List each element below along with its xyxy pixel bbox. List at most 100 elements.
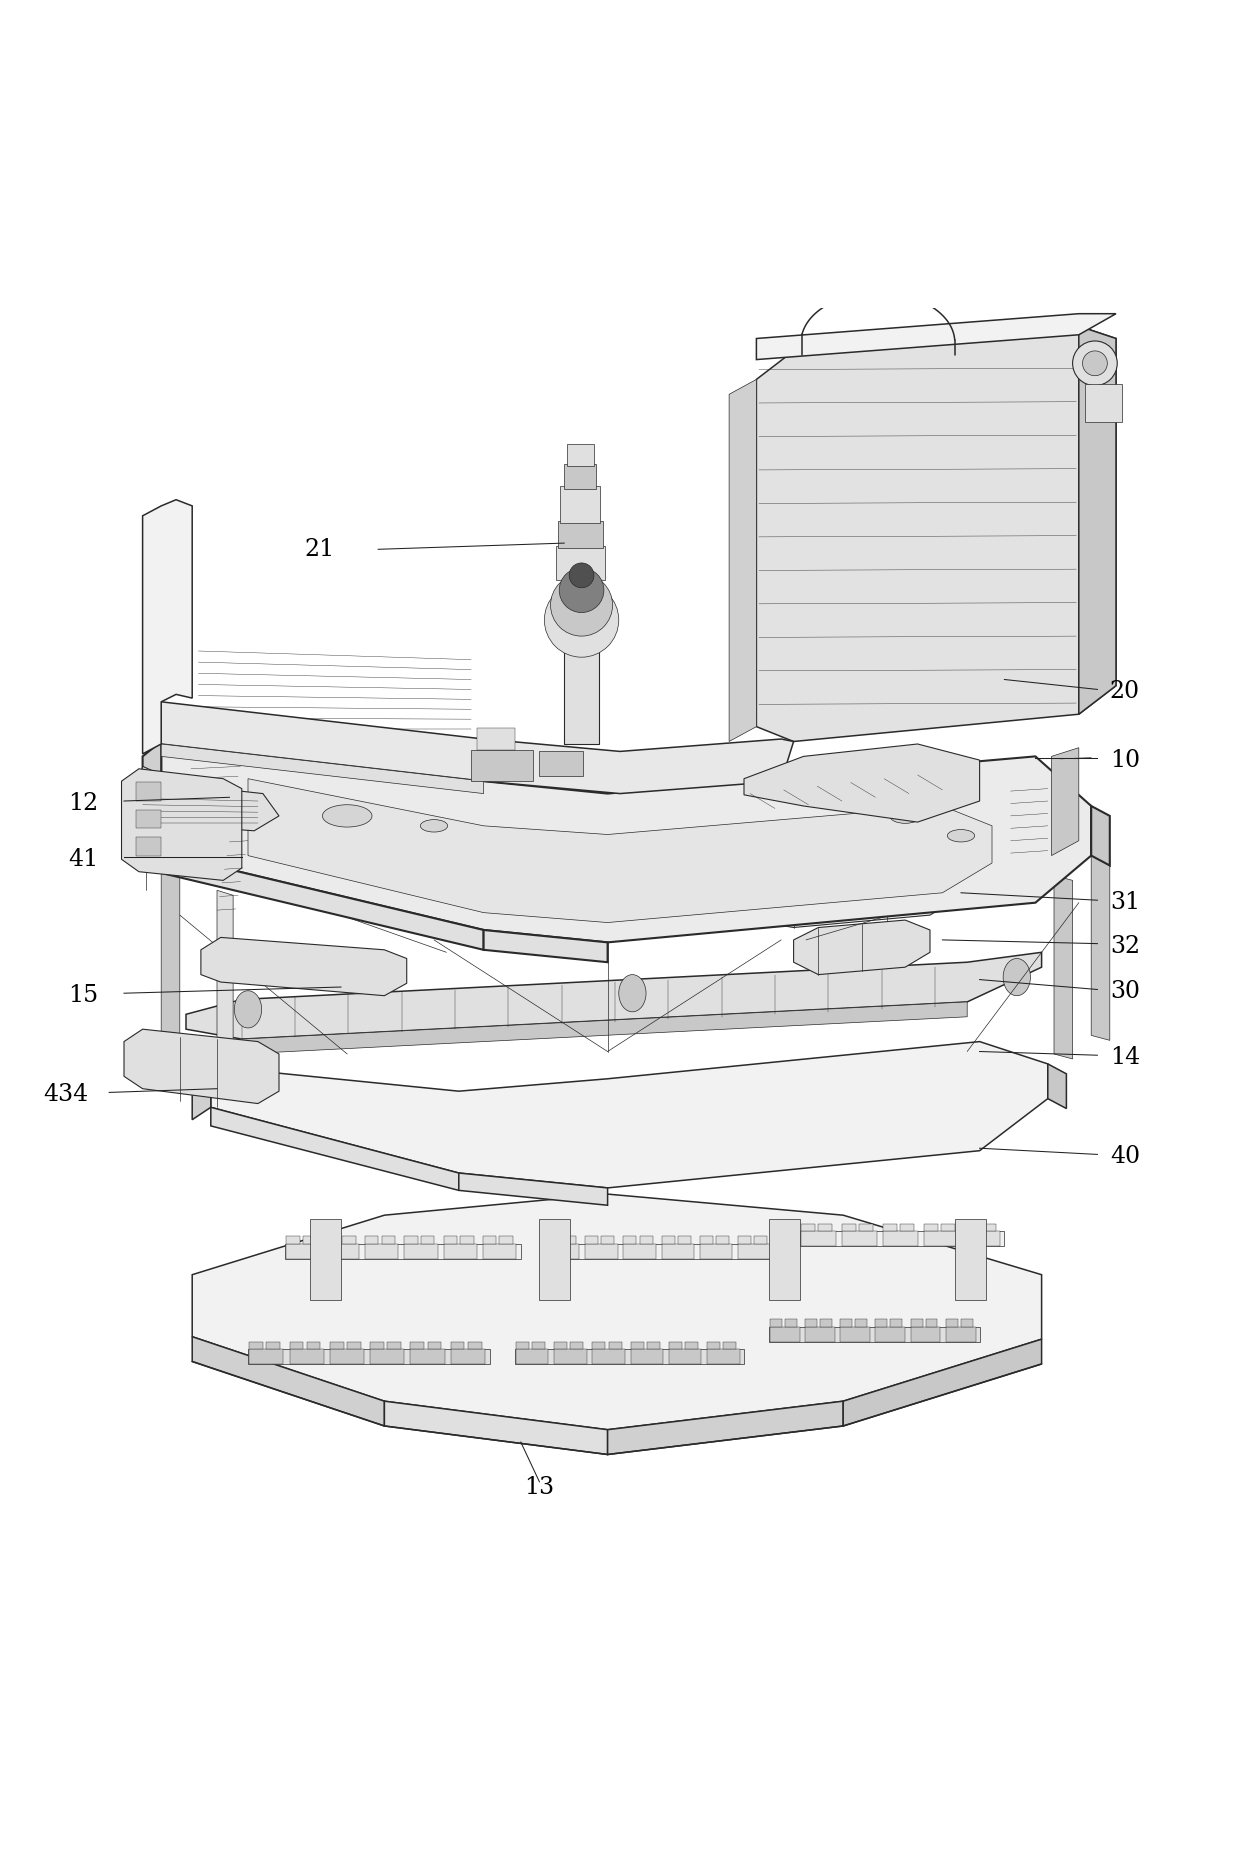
Polygon shape <box>161 701 794 794</box>
Bar <box>564 633 599 744</box>
Polygon shape <box>285 1243 521 1258</box>
Bar <box>539 751 583 775</box>
Bar <box>404 1235 418 1243</box>
Bar <box>770 1326 800 1341</box>
Polygon shape <box>211 1107 459 1191</box>
Bar <box>678 1235 691 1243</box>
Polygon shape <box>769 1326 980 1341</box>
Bar <box>965 1232 999 1247</box>
Bar <box>941 1224 955 1232</box>
Text: 21: 21 <box>305 538 335 560</box>
Bar <box>946 1319 957 1326</box>
Polygon shape <box>1054 876 1073 1059</box>
Circle shape <box>551 573 613 636</box>
Bar <box>801 1224 815 1232</box>
Polygon shape <box>192 1337 384 1426</box>
Bar <box>883 1224 897 1232</box>
Bar <box>961 1319 972 1326</box>
Text: 13: 13 <box>525 1477 554 1499</box>
Bar <box>624 1235 636 1243</box>
Bar <box>842 1224 856 1232</box>
Text: 10: 10 <box>1110 749 1140 772</box>
Polygon shape <box>211 1041 1048 1187</box>
Bar <box>856 1319 867 1326</box>
Bar <box>842 1232 877 1247</box>
Bar <box>554 1341 567 1349</box>
Polygon shape <box>192 1195 1042 1430</box>
Bar <box>471 749 533 781</box>
Bar <box>640 1235 652 1243</box>
Bar <box>818 1224 832 1232</box>
Bar <box>370 1341 384 1349</box>
Bar <box>136 783 161 801</box>
Bar <box>769 1219 800 1300</box>
Bar <box>668 1349 702 1363</box>
Bar <box>370 1349 404 1363</box>
Text: 40: 40 <box>1110 1145 1140 1169</box>
Bar <box>563 1235 577 1243</box>
Bar <box>539 1219 570 1300</box>
Polygon shape <box>161 853 484 950</box>
Polygon shape <box>744 744 980 822</box>
Polygon shape <box>161 742 1091 942</box>
Bar <box>482 1243 516 1258</box>
Bar <box>890 1319 903 1326</box>
Polygon shape <box>1079 326 1116 714</box>
Bar <box>925 1319 937 1326</box>
Polygon shape <box>248 779 992 922</box>
Bar <box>567 443 594 466</box>
Bar <box>707 1349 739 1363</box>
Bar <box>290 1341 304 1349</box>
Bar <box>841 1319 852 1326</box>
Bar <box>303 1235 316 1243</box>
Bar <box>630 1341 644 1349</box>
Bar <box>330 1349 365 1363</box>
Bar <box>662 1243 694 1258</box>
Polygon shape <box>794 920 930 974</box>
Bar <box>770 1319 782 1326</box>
Polygon shape <box>729 380 756 742</box>
Ellipse shape <box>420 820 448 833</box>
Bar <box>516 1341 528 1349</box>
Bar <box>249 1341 263 1349</box>
Bar <box>946 1326 976 1341</box>
Bar <box>310 1219 341 1300</box>
Bar <box>820 1319 832 1326</box>
Bar <box>547 1243 579 1258</box>
Bar <box>444 1235 456 1243</box>
Bar <box>593 1349 625 1363</box>
Text: 31: 31 <box>1110 890 1140 915</box>
Bar <box>342 1235 356 1243</box>
Bar <box>805 1319 817 1326</box>
Polygon shape <box>800 1232 1004 1247</box>
Polygon shape <box>122 768 242 881</box>
Bar <box>326 1243 360 1258</box>
Circle shape <box>544 582 619 657</box>
Bar <box>910 1326 940 1341</box>
Polygon shape <box>756 326 1116 742</box>
Bar <box>451 1341 465 1349</box>
Bar <box>560 486 600 523</box>
Polygon shape <box>124 1030 279 1104</box>
Bar <box>136 809 161 829</box>
Bar <box>556 545 605 581</box>
Text: 434: 434 <box>43 1083 88 1106</box>
Ellipse shape <box>234 991 262 1028</box>
Bar <box>428 1341 441 1349</box>
Text: 12: 12 <box>68 792 98 814</box>
Bar <box>883 1232 918 1247</box>
Bar <box>444 1243 477 1258</box>
Polygon shape <box>186 952 1042 1039</box>
Bar <box>647 1341 660 1349</box>
Bar <box>875 1326 905 1341</box>
Bar <box>267 1341 280 1349</box>
Bar <box>707 1341 720 1349</box>
Text: 15: 15 <box>68 985 98 1007</box>
Bar <box>290 1349 324 1363</box>
Bar <box>723 1341 737 1349</box>
Polygon shape <box>139 766 279 831</box>
Bar <box>624 1243 656 1258</box>
Polygon shape <box>192 1067 211 1120</box>
Bar <box>841 1326 870 1341</box>
Ellipse shape <box>1003 959 1030 996</box>
